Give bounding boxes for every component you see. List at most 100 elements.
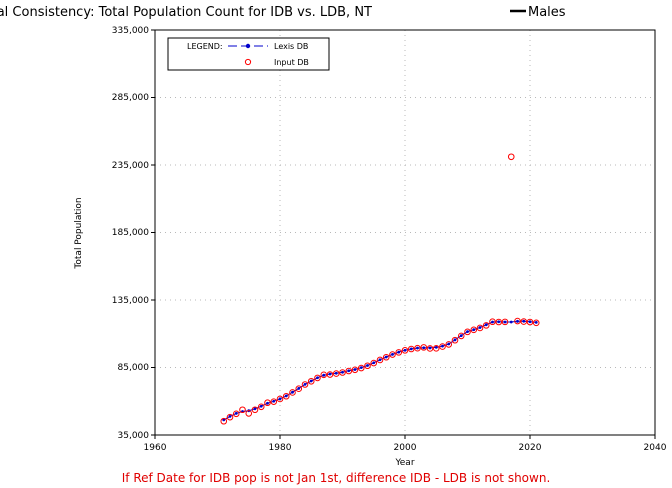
lexis-db-point — [259, 404, 263, 408]
lexis-db-point — [472, 328, 476, 332]
input-db-point — [276, 395, 284, 403]
lexis-db-point — [441, 344, 444, 348]
input-db-point — [251, 406, 259, 414]
lexis-db-point — [266, 401, 269, 405]
lexis-db-point — [428, 346, 432, 350]
lexis-db-point — [484, 323, 488, 327]
lexis-db-point — [528, 320, 532, 324]
lexis-db-point — [222, 418, 226, 422]
lexis-db-point — [378, 358, 382, 362]
y-tick-label: 235,000 — [112, 161, 149, 171]
lexis-db-point — [341, 370, 344, 374]
lexis-db-point — [347, 369, 351, 373]
lexis-db-point — [228, 414, 232, 418]
input-db-point — [470, 326, 478, 334]
chart-title: Internal Consistency: Total Population C… — [0, 5, 372, 20]
input-db-point — [464, 328, 471, 336]
lexis-db-point — [478, 326, 482, 329]
input-db-point — [245, 410, 253, 417]
input-db-point — [495, 318, 503, 326]
input-db-point — [220, 417, 228, 425]
legend-input-circle-swatch — [244, 58, 252, 66]
y-tick-label: 335,000 — [112, 26, 149, 36]
input-db-point — [226, 413, 234, 421]
input-db-point — [426, 345, 434, 352]
lexis-db-point — [303, 382, 307, 386]
legend: LEGEND: Lexis DB Input DB — [167, 37, 330, 71]
input-db-point — [395, 349, 403, 356]
input-db-point — [476, 324, 484, 332]
input-db-point — [420, 344, 428, 351]
input-db-point — [401, 347, 409, 354]
input-db-point — [301, 381, 309, 388]
lexis-db-point — [291, 390, 294, 394]
grid — [151, 29, 656, 439]
input-db-point — [320, 371, 328, 379]
x-tick-labels: 1960 1980 2000 2020 2040 — [144, 443, 667, 453]
y-tick-label: 135,000 — [112, 296, 149, 306]
y-axis-label: Total Population — [74, 197, 84, 269]
input-db-point — [382, 353, 390, 361]
input-db-point — [389, 351, 396, 358]
lexis-db-line — [223, 320, 537, 421]
lexis-db-point — [434, 345, 438, 349]
input-db-point — [345, 367, 353, 375]
input-db-point — [532, 319, 540, 327]
input-db-point — [364, 362, 371, 370]
lexis-db-point — [459, 334, 463, 338]
input-db-point — [507, 153, 515, 161]
input-db-point — [376, 356, 384, 364]
legend-entry-input: Input DB — [274, 58, 309, 67]
x-tick-label: 1980 — [269, 443, 292, 453]
input-db-point — [482, 322, 490, 329]
x-tick-label: 2000 — [394, 443, 417, 453]
lexis-db-point — [284, 394, 288, 398]
input-db-point — [295, 385, 303, 392]
input-db-point — [370, 359, 378, 367]
lexis-db-point — [334, 371, 338, 375]
lexis-db-point — [491, 320, 494, 324]
lexis-db-point — [416, 346, 419, 350]
lexis-db-point — [422, 346, 426, 350]
lexis-db-point — [403, 348, 407, 352]
input-db-point — [270, 398, 278, 405]
lexis-db-point — [372, 361, 376, 365]
input-db-point — [314, 374, 321, 382]
lexis-db-point — [328, 372, 332, 376]
lexis-db-point — [397, 350, 401, 354]
lexis-db-point — [366, 364, 369, 367]
input-db-point — [282, 392, 290, 400]
legend-lexis-dot-swatch — [245, 43, 251, 49]
y-tick-label: 285,000 — [112, 93, 149, 103]
input-db-point — [307, 377, 315, 385]
lexis-db-point — [253, 407, 257, 411]
y-tick-labels: 335,000 285,000 235,000 185,000 135,000 … — [112, 26, 149, 441]
lexis-db-point — [534, 321, 538, 324]
plot-frame — [154, 29, 656, 436]
input-db-point — [289, 389, 296, 396]
input-db-point — [332, 370, 340, 377]
input-db-point — [264, 399, 271, 407]
lexis-db-point — [316, 376, 319, 380]
input-db-point — [414, 344, 421, 352]
x-tick-label: 1960 — [144, 443, 167, 453]
lexis-db-point — [278, 397, 282, 401]
lexis-db-point — [522, 319, 526, 323]
series-lexis-db — [222, 319, 538, 422]
input-db-point — [351, 366, 359, 374]
input-db-point — [339, 369, 346, 376]
input-db-point — [526, 318, 534, 326]
lexis-db-point — [322, 373, 326, 377]
lexis-db-point — [297, 387, 301, 390]
input-db-point — [445, 341, 453, 348]
y-tick-label: 185,000 — [112, 228, 149, 238]
lexis-db-point — [497, 320, 501, 324]
lexis-db-point — [466, 330, 469, 333]
input-db-point — [520, 318, 528, 325]
y-tick-label: 35,000 — [118, 431, 150, 441]
lexis-db-point — [359, 366, 363, 370]
y-tick-label: 85,000 — [118, 363, 150, 373]
lexis-db-point — [234, 412, 238, 415]
footnote: If Ref Date for IDB pop is not Jan 1st, … — [122, 471, 551, 485]
